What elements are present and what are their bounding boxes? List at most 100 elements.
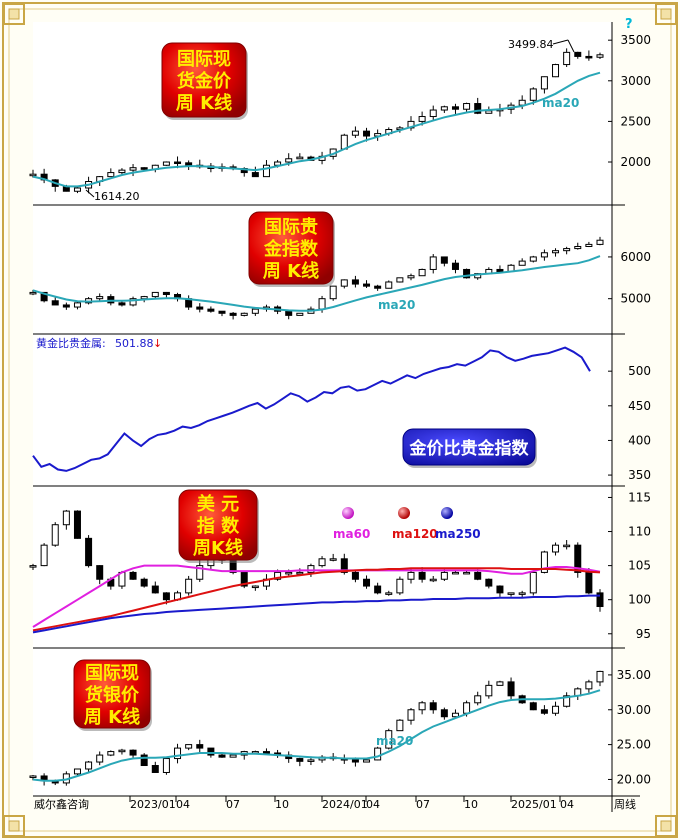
candle — [73, 510, 81, 539]
candle — [196, 560, 204, 582]
y-tick-label: 115 — [628, 490, 651, 504]
y-tick-label: 30.00 — [617, 703, 651, 717]
candle — [85, 760, 93, 774]
candle — [596, 670, 604, 687]
candle — [151, 761, 159, 773]
candle — [229, 312, 237, 320]
candle — [396, 719, 404, 732]
badge-line: 国际现 — [177, 49, 231, 70]
y-tick-label: 2000 — [620, 155, 651, 169]
candle — [385, 590, 393, 596]
candle — [363, 280, 371, 289]
candle — [440, 105, 448, 113]
badge-line: 指 数 — [197, 515, 240, 537]
candle — [585, 50, 593, 61]
candle — [229, 754, 237, 758]
candle — [451, 709, 459, 719]
candle — [118, 168, 126, 175]
y-tick-label: 450 — [628, 399, 651, 413]
candle — [540, 249, 548, 261]
panel-1: 2000 2500 3000 3500 ma20 3499.84 1614.20 国际现货金价… — [29, 22, 651, 205]
candle — [574, 51, 582, 59]
candle — [62, 509, 70, 530]
candle — [118, 748, 126, 755]
candle — [540, 76, 548, 94]
candle — [151, 581, 159, 594]
badge-line: 货金价 — [177, 70, 232, 92]
candle — [407, 707, 415, 725]
corner-ornament-tr — [655, 3, 677, 25]
help-icon[interactable]: ? — [625, 17, 633, 32]
candle — [185, 744, 193, 751]
ma20-line — [32, 255, 601, 312]
badge-line: 周 K线 — [176, 92, 232, 114]
badge-line: 美 元 — [197, 493, 239, 515]
candle — [429, 575, 437, 583]
candle — [162, 291, 170, 298]
candle — [596, 52, 604, 59]
candle — [396, 277, 404, 283]
candle — [62, 302, 70, 310]
candle — [196, 303, 204, 313]
candle — [563, 48, 571, 68]
candle — [596, 589, 604, 612]
ratio-line — [32, 346, 591, 472]
candle — [363, 575, 371, 589]
candle — [96, 565, 104, 585]
x-tick-label: 04 — [176, 798, 190, 811]
candle — [29, 775, 37, 781]
candle — [29, 169, 37, 178]
candle — [351, 126, 359, 138]
y-tick-label: 105 — [628, 559, 651, 573]
candle — [162, 757, 170, 775]
y-tick-label: 95 — [636, 627, 651, 641]
candle — [196, 739, 204, 753]
candle — [351, 275, 359, 288]
candle — [552, 248, 560, 257]
candle — [363, 759, 371, 763]
ma60-line — [32, 564, 601, 628]
candle — [340, 279, 348, 289]
candle — [485, 680, 493, 699]
x-tick-label: 07 — [226, 798, 240, 811]
ma20-label: ma20 — [378, 298, 415, 312]
corner-ornament-br — [655, 815, 677, 837]
candle — [440, 707, 448, 720]
candle — [218, 310, 226, 317]
candle — [40, 543, 48, 567]
candle — [51, 522, 59, 547]
y-tick-label: 2500 — [620, 114, 651, 128]
candle — [85, 535, 93, 568]
candle — [529, 255, 537, 263]
x-tick-label: 07 — [416, 798, 430, 811]
y-tick-label: 100 — [628, 593, 651, 607]
ma20-label: ma20 — [376, 734, 413, 748]
candle — [129, 570, 137, 580]
candle — [563, 692, 571, 708]
candle — [96, 293, 104, 301]
candle — [552, 701, 560, 716]
candle — [140, 753, 148, 767]
candle — [251, 166, 259, 178]
candle — [329, 285, 337, 301]
candle — [396, 576, 404, 596]
candle — [129, 164, 137, 177]
x-tick-label: 04 — [366, 798, 380, 811]
ma20-label: ma20 — [542, 96, 579, 110]
badge-line: 周 K线 — [263, 260, 319, 282]
candle — [518, 590, 526, 598]
candle — [585, 679, 593, 693]
candle — [129, 749, 137, 758]
y-tick-label: 3500 — [620, 33, 651, 47]
candle — [140, 577, 148, 588]
ma250-line — [32, 594, 600, 634]
candle — [529, 701, 537, 711]
candle — [496, 265, 504, 273]
candle — [162, 161, 170, 166]
down-arrow-icon: ↓ — [153, 337, 162, 350]
